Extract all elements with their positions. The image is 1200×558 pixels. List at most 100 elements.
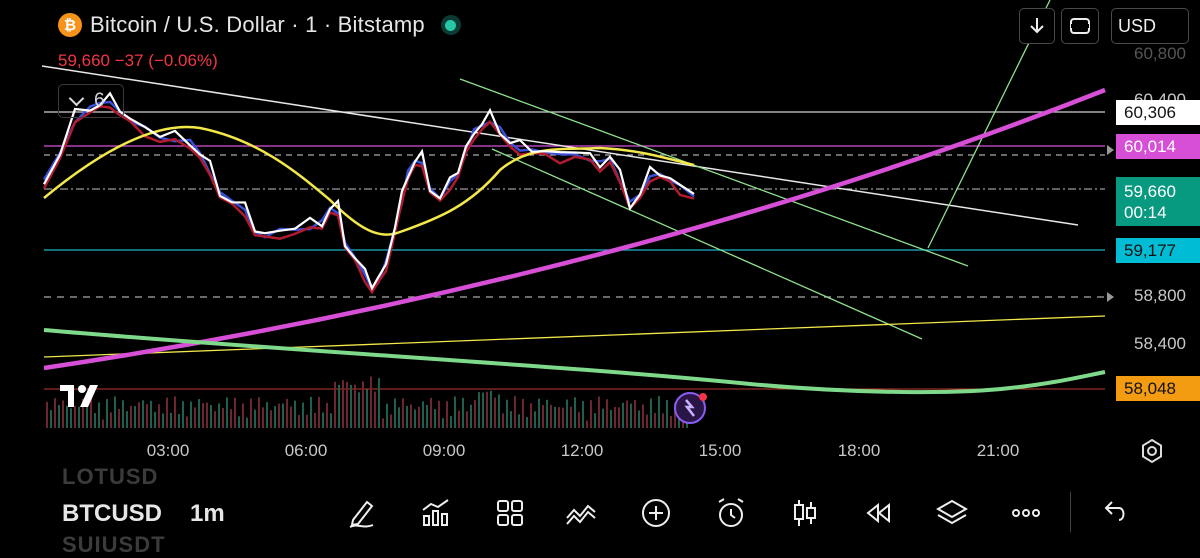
price-change: 59,660 −37 (−0.06%) (58, 51, 218, 70)
time-tick: 03:00 (146, 441, 190, 460)
volume-bar (562, 407, 564, 428)
volume-bar (46, 401, 48, 428)
ai-assistant-icon[interactable] (674, 392, 707, 424)
tradingview-logo-icon (60, 385, 98, 407)
price-chart[interactable] (0, 0, 1200, 470)
volume-bar (638, 410, 640, 428)
currency-select[interactable]: USD (1111, 8, 1189, 44)
volume-bar (362, 381, 364, 428)
volume-bar (266, 402, 268, 428)
volume-bar (174, 396, 176, 428)
price-tag-magenta: 60,014 (1116, 134, 1200, 159)
volume-bar (138, 402, 140, 428)
currency-label: USD (1118, 15, 1157, 36)
candlestick-icon[interactable] (788, 496, 822, 530)
volume-bar (178, 414, 180, 428)
volume-bar (666, 400, 668, 428)
volume-bar (422, 401, 424, 428)
volume-bar (426, 405, 428, 428)
volume-bar (66, 405, 68, 428)
layers-icon[interactable] (935, 496, 969, 530)
volume-bars (46, 376, 688, 428)
channel-line-upper (459, 78, 969, 267)
volume-bar (454, 396, 456, 428)
volume-bar (410, 404, 412, 428)
volume-bar (198, 398, 200, 428)
symbol-switcher[interactable]: BTCUSD (62, 500, 162, 527)
volume-bar (462, 397, 464, 428)
volume-bar (470, 404, 472, 428)
add-icon[interactable] (639, 496, 673, 530)
volume-bar (642, 404, 644, 428)
pencil-icon[interactable] (345, 496, 379, 530)
volume-bar (606, 399, 608, 428)
volume-bar (506, 399, 508, 428)
volume-bar (270, 410, 272, 428)
volume-bar (222, 407, 224, 428)
volume-bar (310, 396, 312, 428)
symbol-header[interactable]: ₿ Bitcoin / U.S. Dollar · 1 · Bitstamp (58, 12, 461, 38)
volume-bar (186, 416, 188, 428)
volume-bar (610, 410, 612, 428)
indicators-icon[interactable] (419, 496, 453, 530)
layout-icon[interactable] (493, 496, 527, 530)
volume-bar (122, 400, 124, 428)
volume-bar (78, 406, 80, 428)
volume-bar (118, 408, 120, 428)
drawing-tools-icon[interactable] (564, 496, 598, 530)
volume-bar (498, 394, 500, 428)
volume-bar (658, 396, 660, 428)
volume-bar (626, 400, 628, 428)
volume-bar (82, 398, 84, 428)
volume-bar (482, 392, 484, 428)
volume-bar (158, 404, 160, 428)
volume-bar (262, 407, 264, 428)
volume-bar (282, 403, 284, 428)
volume-bar (574, 397, 576, 428)
volume-bar (582, 401, 584, 428)
volume-bar (54, 398, 56, 428)
watchlist-prev-symbol[interactable]: LOTUSD (62, 464, 159, 489)
volume-bar (134, 406, 136, 428)
volume-bar (130, 405, 132, 428)
volume-bar (558, 407, 560, 428)
download-button[interactable] (1019, 8, 1055, 44)
indicators-toggle-button[interactable]: 6 (58, 84, 124, 118)
volume-bar (154, 411, 156, 428)
volume-bar (434, 409, 436, 428)
volume-bar (394, 398, 396, 428)
volume-bar (354, 384, 356, 428)
volume-bar (218, 403, 220, 428)
more-icon[interactable] (1009, 496, 1043, 530)
volume-bar (234, 397, 236, 428)
undo-icon[interactable] (1097, 496, 1131, 530)
volume-bar (314, 412, 316, 428)
volume-bar (142, 400, 144, 428)
chevron-down-icon (68, 90, 85, 106)
interval-switcher[interactable]: 1m (190, 500, 225, 527)
volume-bar (86, 406, 88, 428)
fullscreen-button[interactable] (1061, 8, 1099, 44)
chart-settings-gear-icon[interactable] (1139, 438, 1165, 464)
volume-bar (90, 397, 92, 428)
volume-bar (106, 399, 108, 428)
fullscreen-icon (1070, 18, 1090, 34)
volume-bar (578, 412, 580, 428)
market-open-indicator-icon (440, 15, 461, 35)
volume-bar (102, 419, 104, 428)
volume-bar (334, 381, 336, 428)
volume-bar (542, 405, 544, 428)
volume-bar (430, 397, 432, 428)
bottom-toolbar: LOTUSD SUIUSDT (0, 464, 1200, 557)
volume-bar (654, 413, 656, 428)
ma-yellow (43, 125, 695, 236)
volume-bar (146, 404, 148, 428)
volume-bar (50, 410, 52, 428)
replay-icon[interactable] (862, 496, 896, 530)
volume-bar (566, 399, 568, 428)
volume-bar (502, 413, 504, 428)
volume-bar (246, 417, 248, 428)
time-tick: 21:00 (976, 441, 1020, 460)
alarm-clock-icon[interactable] (714, 496, 748, 530)
watchlist-next-symbol[interactable]: SUIUSDT (62, 532, 166, 557)
